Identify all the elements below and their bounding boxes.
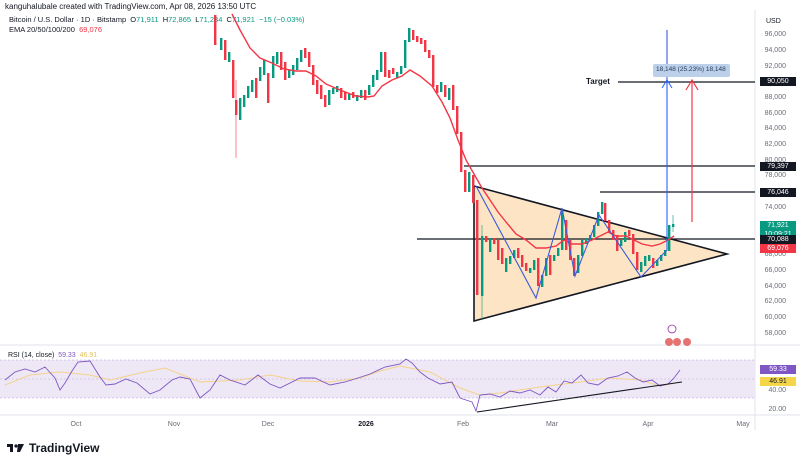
tag-rsi: 59.33 xyxy=(760,365,796,374)
change-value: −15 (−0.03%) xyxy=(259,15,305,24)
tag-last-price: 71,921 10:09:21 xyxy=(760,221,796,239)
rsi-tick-20: 20.00 xyxy=(768,406,786,413)
chart-credit: kanguhalubale created with TradingView.c… xyxy=(5,2,257,11)
currency-label: USD xyxy=(766,18,781,25)
logo-text: TradingView xyxy=(29,441,100,455)
tag-76046: 76,046 xyxy=(760,188,796,197)
rsi-ma-value: 46.91 xyxy=(79,352,98,359)
tag-target: 90,050 xyxy=(760,77,796,86)
tradingview-logo-icon xyxy=(7,444,24,452)
ema-value: 69,076 xyxy=(79,25,103,34)
high-value: 72,865 xyxy=(168,15,192,24)
rsi-tick-40: 40.00 xyxy=(768,387,786,394)
target-label: Target xyxy=(586,77,610,86)
open-value: 71,911 xyxy=(136,15,159,24)
bar-countdown: 10:09:21 xyxy=(760,230,796,239)
symbol-name[interactable]: Bitcoin / U.S. Dollar · 1D · Bitstamp xyxy=(9,15,127,24)
rsi-line xyxy=(4,358,681,413)
rsi-trendline xyxy=(476,381,683,413)
measure-box xyxy=(653,64,730,77)
ema-label[interactable]: EMA 20/50/100/200 xyxy=(9,25,75,34)
measure-label: 18,148 (25.23%) 18,148 xyxy=(656,66,726,73)
tag-79397: 79,397 xyxy=(760,162,796,171)
rsi-label[interactable]: RSI (14, close) xyxy=(8,352,55,359)
rsi-value: 59.33 xyxy=(58,352,76,359)
wave-zigzag xyxy=(475,30,668,300)
symbol-legend: Bitcoin / U.S. Dollar · 1D · Bitstamp O7… xyxy=(9,15,305,24)
rsi-legend: RSI (14, close) 59.33 46.91 xyxy=(8,352,97,359)
rsi-ma-line xyxy=(4,365,681,396)
ema-line xyxy=(231,13,675,249)
low-value: 71,234 xyxy=(199,15,223,24)
ema-legend: EMA 20/50/100/200 69,076 xyxy=(9,25,102,34)
close-value: 71,921 xyxy=(231,15,255,24)
tag-70088: 70,088 xyxy=(760,235,796,244)
tag-rsi-ma: 46.91 xyxy=(760,377,796,386)
tradingview-logo[interactable]: TradingView xyxy=(7,441,99,455)
triangle-pattern xyxy=(473,184,731,323)
tag-ema: 69,076 xyxy=(760,244,796,253)
